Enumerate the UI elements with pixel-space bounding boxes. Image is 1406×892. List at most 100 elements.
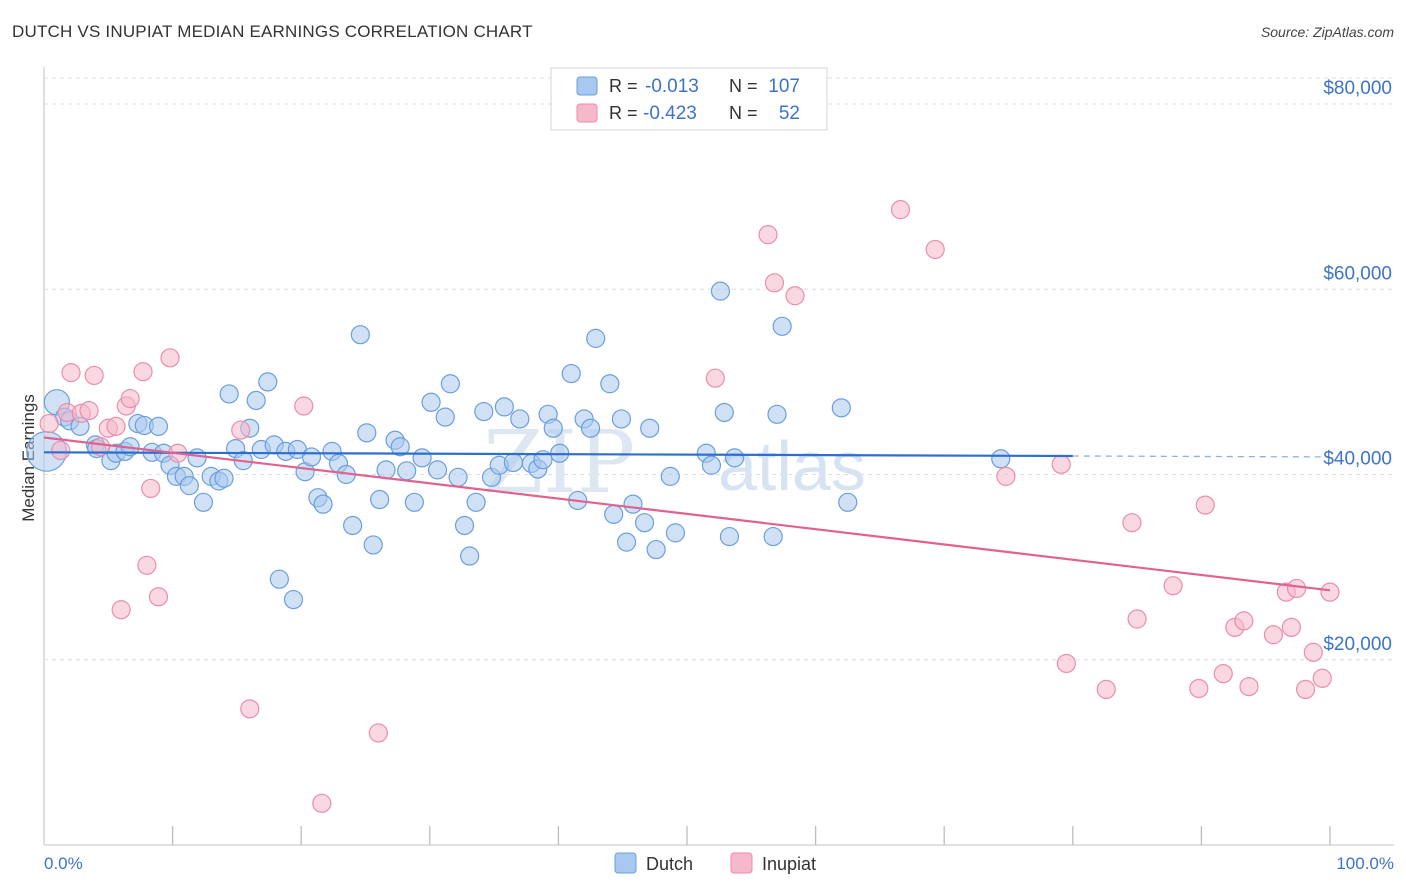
inupiat-point-38 (1195, 495, 1215, 515)
inupiat-point-45 (1281, 617, 1302, 637)
dutch-point-44 (343, 515, 363, 536)
watermark-atlas: atlas (718, 427, 866, 505)
dutch-point-80 (600, 374, 620, 394)
watermark: ZIP atlas (483, 413, 865, 513)
x-tick-label-max: 100.0% (1336, 854, 1394, 873)
dutch-point-14 (148, 416, 169, 436)
dutch-point-98 (772, 316, 792, 336)
inupiat-point-30 (996, 466, 1016, 486)
inupiat-point-15 (141, 478, 161, 499)
inupiat-r-label: R = (609, 103, 638, 123)
dutch-point-89 (665, 523, 686, 543)
inupiat-point-27 (785, 286, 805, 306)
inupiat-point-31 (1051, 454, 1071, 474)
trend-lines (43, 436, 1331, 592)
dutch-point-93 (714, 402, 734, 423)
inupiat-point-7 (90, 437, 111, 457)
dutch-point-55 (421, 392, 441, 412)
dutch-point-24 (214, 468, 234, 488)
dutch-point-99 (831, 398, 851, 418)
dutch-point-29 (246, 390, 266, 411)
dutch-point-92 (710, 281, 731, 301)
dutch-point-84 (623, 494, 643, 514)
dutch-point-78 (580, 418, 601, 438)
inupiat-point-13 (133, 362, 153, 382)
inupiat-point-6 (84, 365, 104, 386)
inupiat-point-37 (1189, 678, 1209, 699)
x-axis-ticks (171, 826, 1331, 845)
inupiat-point-16 (148, 587, 169, 607)
inupiat-point-14 (137, 555, 157, 575)
dutch-point-91 (701, 455, 722, 475)
inupiat-point-47 (1295, 679, 1316, 700)
inupiat-point-12 (120, 388, 140, 409)
dutch-point-58 (440, 374, 460, 394)
dutch-point-51 (390, 437, 410, 457)
y-tick-label-2: $60,000 (1323, 263, 1392, 284)
inupiat-point-43 (1263, 625, 1284, 645)
dutch-point-35 (283, 589, 304, 610)
series-legend: Dutch Inupiat (614, 852, 816, 874)
dutch-trend-line (43, 451, 1073, 458)
gridlines (44, 77, 1394, 661)
dutch-point-81 (604, 504, 624, 524)
dutch-point-85 (634, 513, 655, 533)
dutch-point-31 (258, 372, 278, 392)
dutch-point-95 (724, 448, 745, 468)
inupiat-point-39 (1213, 664, 1233, 684)
chart-title: DUTCH VS INUPIAT MEDIAN EARNINGS CORRELA… (12, 22, 533, 41)
inupiat-point-28 (890, 200, 911, 220)
inupiat-point-5 (79, 401, 99, 421)
dutch-point-33 (269, 569, 289, 589)
source-note: Source: ZipAtlas.com (1260, 24, 1394, 40)
dutch-swatch (576, 76, 598, 96)
inupiat-point-20 (240, 699, 260, 719)
inupiat-point-50 (1320, 582, 1340, 602)
x-tick-label-min: 0.0% (44, 854, 83, 873)
dutch-point-87 (646, 539, 666, 560)
dutch-point-100 (838, 492, 858, 512)
y-tick-label-3: $80,000 (1323, 78, 1392, 99)
dutch-point-49 (376, 460, 396, 480)
dutch-point-48 (370, 489, 390, 510)
dutch-point-54 (412, 448, 432, 468)
dutch-point-53 (404, 492, 424, 512)
inupiat-point-1 (51, 440, 71, 461)
dutch-point-21 (193, 492, 214, 512)
inupiat-point-10 (111, 600, 131, 620)
inupiat-point-41 (1234, 611, 1254, 631)
dutch-point-75 (561, 363, 581, 384)
inupiat-point-32 (1056, 653, 1076, 674)
inupiat-points (39, 200, 1340, 813)
legend-item-inupiat[interactable]: Inupiat (730, 852, 816, 874)
inupiat-trend-line (43, 436, 1331, 592)
inupiat-point-0 (39, 413, 59, 434)
inupiat-n-label: N = (729, 103, 758, 123)
dutch-point-52 (397, 461, 417, 481)
inupiat-point-22 (312, 793, 332, 813)
dutch-point-66 (494, 397, 514, 417)
inupiat-n-value: 52 (779, 103, 800, 124)
inupiat-point-42 (1239, 677, 1259, 697)
y-tick-label-0: $20,000 (1323, 634, 1392, 655)
inupiat-point-33 (1096, 679, 1116, 700)
inupiat-swatch (576, 103, 598, 123)
inupiat-point-9 (106, 416, 126, 436)
dutch-r-value: -0.013 (645, 76, 699, 97)
dutch-point-63 (474, 401, 494, 422)
inupiat-point-49 (1312, 668, 1332, 688)
dutch-point-60 (454, 515, 475, 536)
dutch-point-67 (503, 452, 523, 473)
inupiat-point-23 (368, 723, 388, 743)
dutch-point-40 (313, 494, 333, 514)
inupiat-point-34 (1122, 513, 1142, 533)
legend-item-dutch[interactable]: Dutch (614, 852, 693, 874)
dutch-point-79 (586, 328, 606, 348)
inupiat-point-3 (61, 363, 81, 383)
inupiat-point-21 (294, 396, 314, 416)
dutch-point-20 (187, 448, 207, 468)
dutch-point-82 (611, 409, 632, 429)
dutch-point-94 (719, 526, 740, 547)
legend-inupiat-label: Inupiat (762, 854, 816, 874)
